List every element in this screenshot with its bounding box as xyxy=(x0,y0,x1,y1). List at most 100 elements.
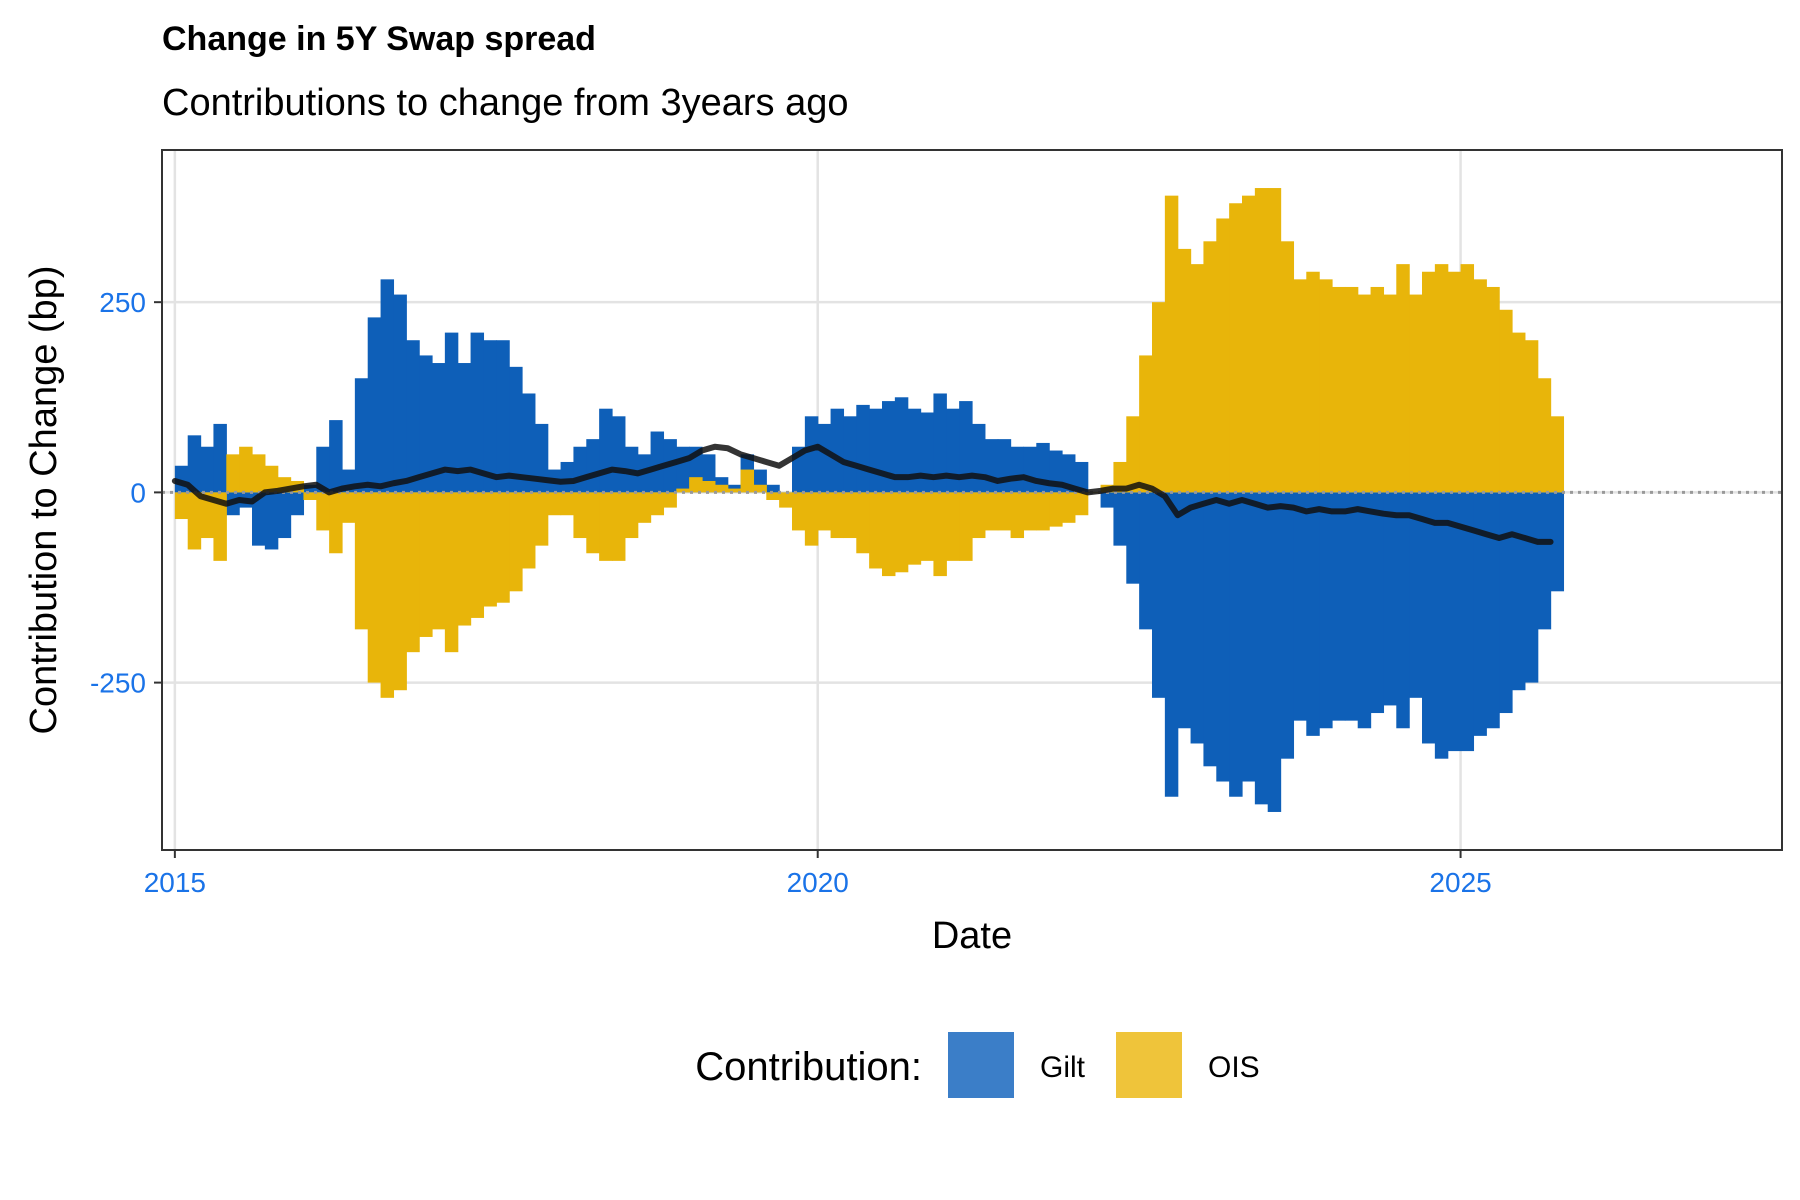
ois-bar-65 xyxy=(1010,492,1025,539)
gilt-bar-25 xyxy=(496,340,510,493)
legend-swatch-ois xyxy=(1116,1032,1182,1098)
ois-bar-95 xyxy=(1396,264,1410,493)
ois-bar-47 xyxy=(779,492,793,508)
ois-bar-52 xyxy=(843,492,857,539)
ois-bar-46 xyxy=(766,492,780,500)
ois-bar-14 xyxy=(354,492,369,630)
ois-bar-84 xyxy=(1254,188,1269,493)
y-tick-label-0: -250 xyxy=(90,668,146,699)
ois-bar-63 xyxy=(984,492,999,531)
gilt-bar-76 xyxy=(1152,492,1166,698)
gilt-bar-97 xyxy=(1422,492,1436,744)
axes: 2015 2020 2025 -250 0 250 xyxy=(90,287,1492,898)
ois-bar-100 xyxy=(1460,264,1475,493)
ois-bar-37 xyxy=(650,492,665,516)
ois-bar-66 xyxy=(1023,492,1037,531)
gilt-bar-26 xyxy=(509,366,523,493)
gilt-bar-99 xyxy=(1447,492,1462,752)
ois-bar-78 xyxy=(1177,248,1192,493)
gilt-bar-101 xyxy=(1473,492,1487,736)
gilt-bar-1 xyxy=(187,435,202,493)
gilt-bar-8 xyxy=(277,492,292,539)
gilt-bar-90 xyxy=(1332,492,1346,721)
ois-bar-13 xyxy=(342,492,356,523)
gilt-bar-6 xyxy=(252,492,266,546)
ois-bar-16 xyxy=(380,492,395,698)
gilt-bar-14 xyxy=(354,378,369,493)
ois-bar-51 xyxy=(830,492,845,539)
legend-label-gilt: Gilt xyxy=(1040,1051,1086,1084)
ois-bar-32 xyxy=(586,492,600,554)
gilt-bar-66 xyxy=(1023,446,1037,493)
gilt-bar-54 xyxy=(869,408,883,493)
gilt-bar-88 xyxy=(1306,492,1320,736)
gilt-bar-19 xyxy=(419,355,433,493)
series-ois xyxy=(174,188,1565,698)
gilt-bar-55 xyxy=(882,401,896,493)
ois-bar-76 xyxy=(1152,302,1166,493)
gilt-bar-73 xyxy=(1113,492,1127,546)
ois-bar-86 xyxy=(1280,241,1295,493)
gilt-bar-23 xyxy=(470,332,485,493)
gilt-bar-31 xyxy=(573,446,587,493)
gilt-bar-103 xyxy=(1499,492,1513,714)
gilt-bar-62 xyxy=(972,423,986,493)
ois-bar-105 xyxy=(1524,340,1539,493)
gilt-bar-46 xyxy=(766,484,780,493)
ois-bar-2 xyxy=(200,492,215,539)
ois-bar-81 xyxy=(1216,218,1230,493)
gilt-bar-78 xyxy=(1177,492,1192,729)
gilt-bar-37 xyxy=(650,431,665,493)
gilt-bar-100 xyxy=(1460,492,1475,752)
gilt-bar-75 xyxy=(1139,492,1153,630)
ois-bar-62 xyxy=(972,492,986,539)
legend: Contribution: Gilt OIS xyxy=(695,1032,1260,1098)
gilt-bar-57 xyxy=(907,408,922,493)
gilt-bar-2 xyxy=(200,446,215,493)
y-tick-label-2: 250 xyxy=(99,287,146,318)
ois-bar-48 xyxy=(792,492,806,531)
ois-bar-59 xyxy=(933,492,947,577)
ois-bar-61 xyxy=(959,492,973,561)
gilt-bar-58 xyxy=(920,412,935,493)
gilt-bar-12 xyxy=(329,420,343,493)
ois-bar-45 xyxy=(753,484,767,493)
ois-bar-49 xyxy=(804,492,819,546)
gilt-bar-105 xyxy=(1524,492,1539,683)
gilt-bar-91 xyxy=(1344,492,1359,721)
ois-bar-74 xyxy=(1126,416,1140,493)
gilt-bar-102 xyxy=(1486,492,1500,729)
ois-bar-107 xyxy=(1550,416,1565,493)
ois-bar-102 xyxy=(1486,286,1500,493)
plot-panel xyxy=(161,149,1783,851)
ois-bar-57 xyxy=(907,492,922,565)
ois-bar-20 xyxy=(432,492,446,630)
ois-bar-6 xyxy=(252,454,266,493)
ois-bar-36 xyxy=(637,492,652,523)
gilt-bar-64 xyxy=(997,439,1012,493)
ois-bar-40 xyxy=(689,477,703,493)
gilt-bar-17 xyxy=(393,294,407,493)
ois-bar-24 xyxy=(483,492,497,607)
ois-bar-26 xyxy=(509,492,523,592)
ois-bar-79 xyxy=(1190,264,1205,493)
ois-bar-56 xyxy=(894,492,909,573)
series-area xyxy=(174,188,1565,812)
gilt-bar-16 xyxy=(380,279,395,493)
ois-bar-30 xyxy=(560,492,575,516)
gilt-bar-95 xyxy=(1396,492,1410,729)
ois-bar-90 xyxy=(1332,286,1346,493)
ois-bar-42 xyxy=(714,484,729,493)
ois-bar-22 xyxy=(457,492,472,626)
gilt-bar-33 xyxy=(599,408,613,493)
ois-bar-96 xyxy=(1409,294,1423,493)
gilt-bar-106 xyxy=(1537,492,1552,630)
gilt-bar-30 xyxy=(560,461,575,493)
ois-bar-69 xyxy=(1062,492,1076,523)
gilt-bar-15 xyxy=(367,317,382,493)
gilt-bar-39 xyxy=(676,446,690,493)
gilt-bar-82 xyxy=(1229,492,1243,797)
gilt-bar-74 xyxy=(1126,492,1140,584)
ois-bar-23 xyxy=(470,492,485,618)
gilt-bar-83 xyxy=(1242,492,1256,782)
